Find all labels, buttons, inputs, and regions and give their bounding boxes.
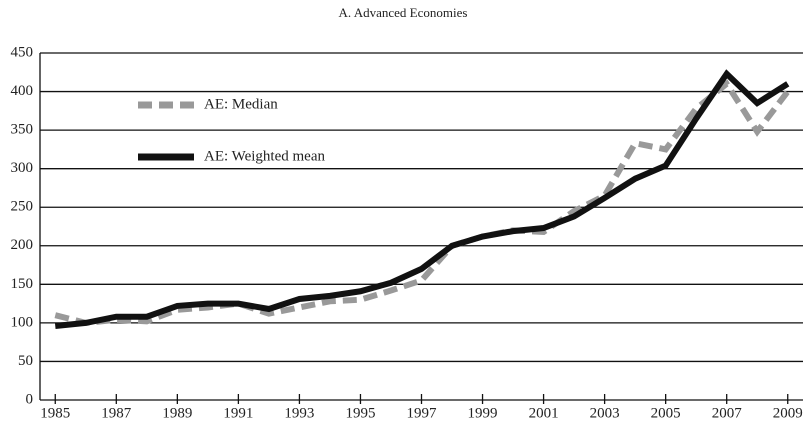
x-tick-label: 2001 bbox=[529, 405, 559, 421]
legend-label: AE: Median bbox=[204, 96, 278, 112]
y-tick-label: 350 bbox=[11, 122, 34, 138]
data-line bbox=[54, 69, 790, 329]
x-tick-label: 1991 bbox=[223, 405, 253, 421]
y-tick-label: 200 bbox=[11, 237, 34, 253]
x-tick-label: 1993 bbox=[284, 405, 314, 421]
y-tick-label: 450 bbox=[11, 44, 34, 60]
y-tick-label: 250 bbox=[11, 199, 34, 215]
x-tick-label: 2009 bbox=[773, 405, 803, 421]
x-tick-label: 1995 bbox=[345, 405, 375, 421]
y-tick-label: 300 bbox=[11, 160, 34, 176]
y-tick-label: 400 bbox=[11, 83, 34, 99]
y-tick-label: 100 bbox=[11, 314, 34, 330]
x-tick-label: 1999 bbox=[468, 405, 498, 421]
x-tick-label: 2007 bbox=[712, 405, 743, 421]
x-tick-label: 1989 bbox=[162, 405, 192, 421]
chart-title: A. Advanced Economies bbox=[339, 5, 468, 20]
x-tick-label: 1985 bbox=[40, 405, 70, 421]
y-tick-label: 150 bbox=[11, 276, 34, 292]
y-tick-label: 0 bbox=[26, 391, 34, 407]
legend-label: AE: Weighted mean bbox=[204, 148, 325, 164]
data-line bbox=[54, 79, 791, 326]
x-tick-label: 1987 bbox=[101, 405, 132, 421]
x-tick-label: 1997 bbox=[407, 405, 438, 421]
x-tick-label: 2003 bbox=[590, 405, 620, 421]
x-tick-label: 2005 bbox=[651, 405, 681, 421]
y-tick-label: 50 bbox=[18, 353, 33, 369]
